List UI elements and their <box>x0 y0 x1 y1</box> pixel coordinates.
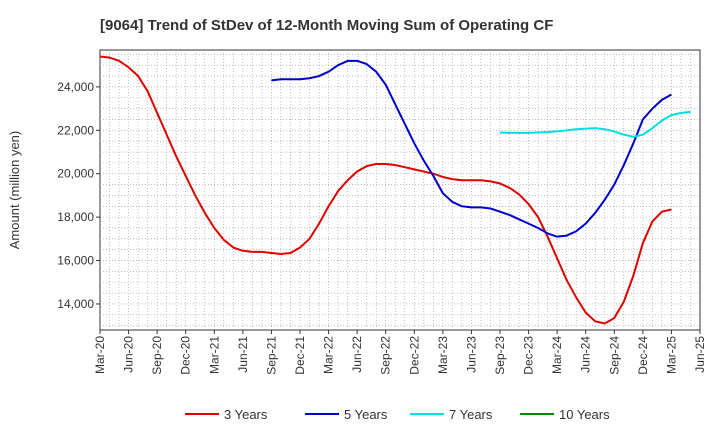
x-tick-label: Dec-22 <box>407 336 421 375</box>
y-tick-label: 22,000 <box>57 123 94 137</box>
x-tick-label: Dec-23 <box>522 336 536 375</box>
y-tick-label: 18,000 <box>57 210 94 224</box>
x-tick-label: Dec-20 <box>179 336 193 375</box>
series-line-3-years <box>99 55 672 325</box>
horizontal-gridlines <box>100 54 700 326</box>
legend-label: 7 Years <box>449 407 493 422</box>
legend: 3 Years 5 Years 7 Years 10 Years <box>185 407 610 422</box>
x-tick-label: Jun-20 <box>122 336 136 373</box>
legend-label: 5 Years <box>344 407 388 422</box>
x-tick-label: Jun-21 <box>236 336 250 373</box>
x-tick-label: Sep-23 <box>493 336 507 375</box>
x-tick-label: Mar-22 <box>322 336 336 374</box>
series-line-7-years <box>499 110 691 138</box>
plot-area <box>99 49 701 331</box>
series-lines <box>99 55 691 325</box>
x-tick-label: Dec-21 <box>293 336 307 375</box>
x-axis-ticks: Mar-20 Jun-20 Sep-20 Dec-20 Mar-21 Jun-21 Sep-… <box>93 330 707 375</box>
y-tick-label: 20,000 <box>57 167 94 181</box>
x-tick-label: Sep-21 <box>264 336 278 375</box>
legend-label: 10 Years <box>559 407 610 422</box>
legend-label: 3 Years <box>224 407 268 422</box>
x-tick-label: Mar-25 <box>664 336 678 374</box>
x-tick-label: Mar-24 <box>550 336 564 374</box>
x-tick-label: Mar-23 <box>436 336 450 374</box>
x-tick-label: Jun-24 <box>579 336 593 373</box>
x-tick-label: Jun-22 <box>350 336 364 373</box>
x-tick-label: Mar-21 <box>207 336 221 374</box>
x-tick-label: Mar-20 <box>93 336 107 374</box>
x-tick-label: Sep-22 <box>379 336 393 375</box>
x-tick-label: Jun-23 <box>464 336 478 373</box>
y-tick-label: 14,000 <box>57 297 94 311</box>
y-tick-label: 16,000 <box>57 254 94 268</box>
x-tick-label: Sep-24 <box>607 336 621 375</box>
y-tick-label: 24,000 <box>57 80 94 94</box>
x-tick-label: Jun-25 <box>693 336 707 373</box>
series-line-5-years <box>271 59 672 238</box>
y-axis-ticks: 14,000 16,000 18,000 20,000 22,000 24,000 <box>57 80 100 311</box>
chart-title: [9064] Trend of StDev of 12-Month Moving… <box>100 17 553 34</box>
x-tick-label: Sep-20 <box>150 336 164 375</box>
x-tick-label: Dec-24 <box>636 336 650 375</box>
y-axis-label: Amount (million yen) <box>7 131 22 250</box>
